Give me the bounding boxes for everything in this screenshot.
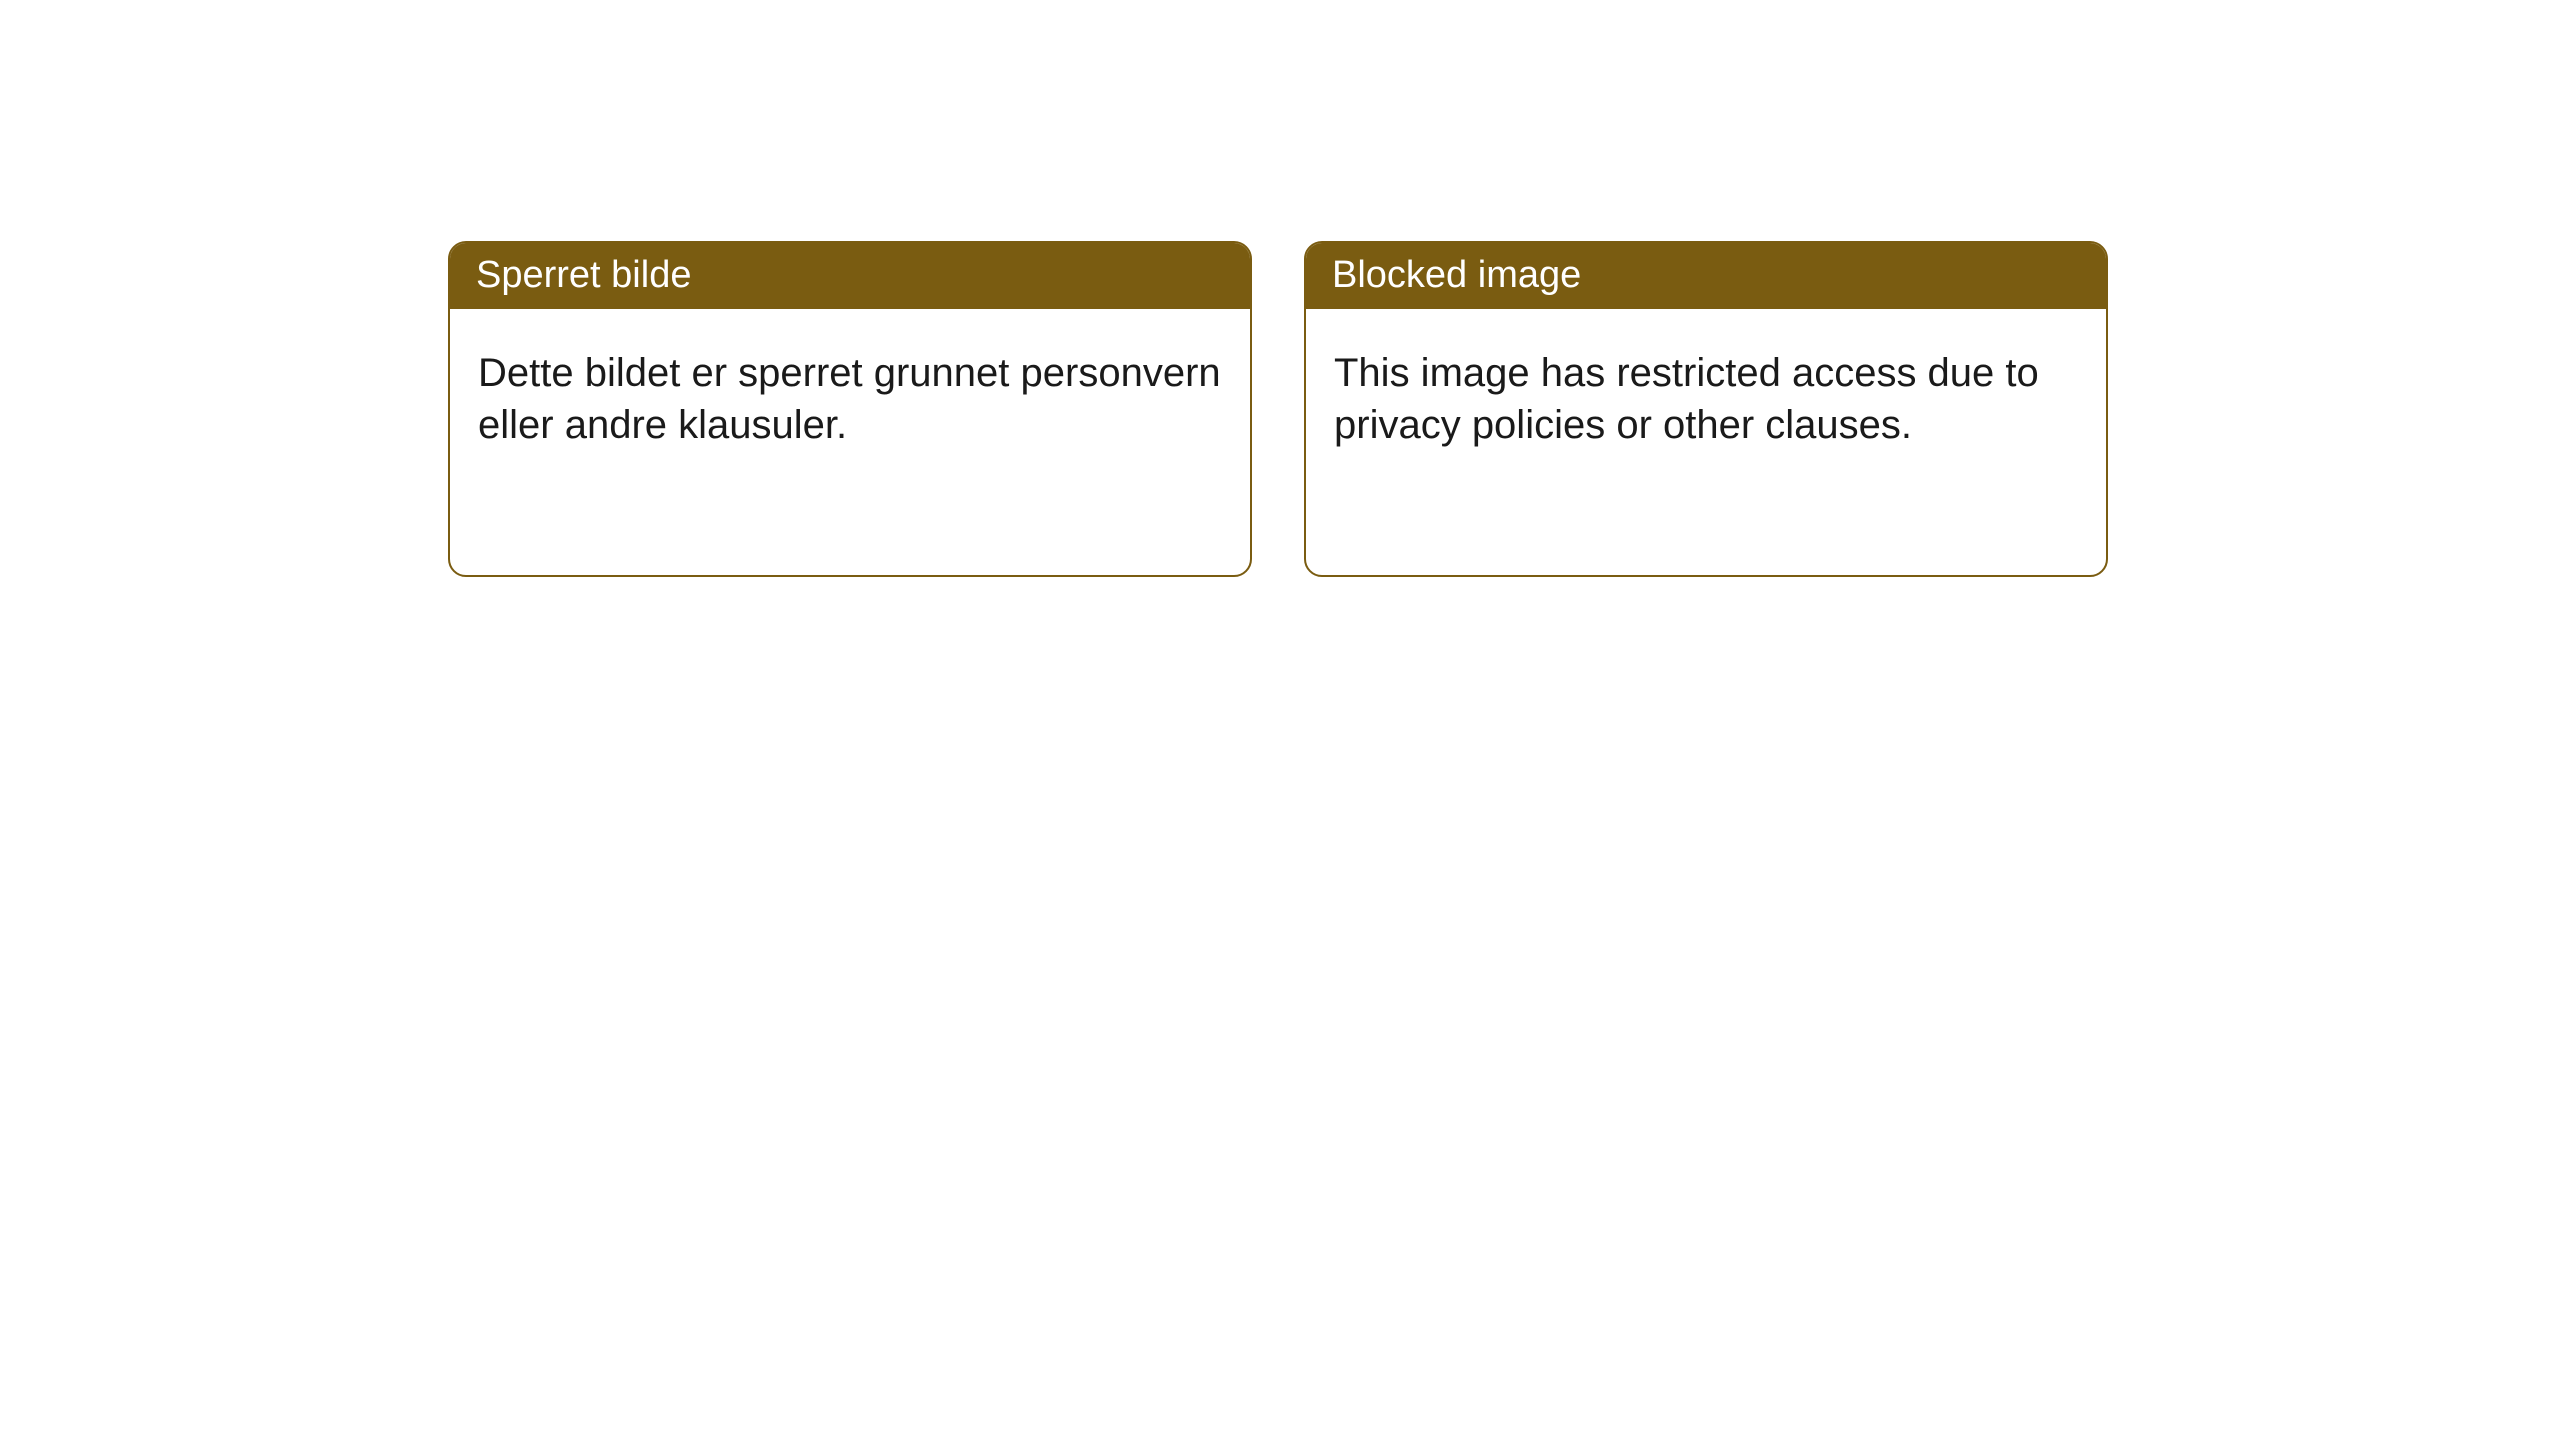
card-header-en: Blocked image <box>1306 243 2106 309</box>
card-body-no: Dette bildet er sperret grunnet personve… <box>450 309 1250 489</box>
card-header-no: Sperret bilde <box>450 243 1250 309</box>
blocked-image-card-no: Sperret bilde Dette bildet er sperret gr… <box>448 241 1252 577</box>
card-body-en: This image has restricted access due to … <box>1306 309 2106 489</box>
blocked-image-card-en: Blocked image This image has restricted … <box>1304 241 2108 577</box>
notice-cards-container: Sperret bilde Dette bildet er sperret gr… <box>448 241 2108 577</box>
